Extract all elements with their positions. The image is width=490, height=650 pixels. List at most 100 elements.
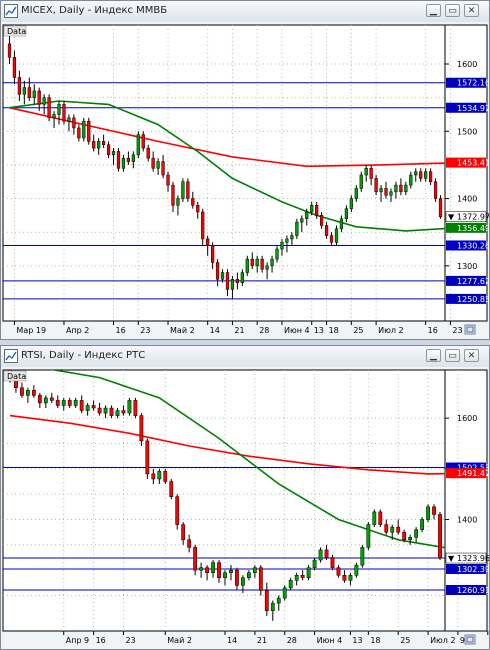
- candle-body: [199, 567, 204, 571]
- x-tick-label: 13: [314, 326, 324, 335]
- candle-body: [419, 171, 423, 179]
- candle-body: [47, 97, 51, 119]
- candle: [270, 600, 275, 621]
- minimize-button[interactable]: ▁: [426, 4, 441, 17]
- candle-body: [20, 387, 24, 396]
- candle: [414, 527, 419, 543]
- candle: [67, 397, 72, 409]
- level-label-bg: [446, 240, 486, 251]
- candle: [315, 201, 319, 219]
- candle: [20, 382, 24, 398]
- candle-body: [250, 258, 254, 267]
- chart-settings-icon: [466, 326, 474, 333]
- candle-body: [77, 127, 81, 139]
- candle: [354, 185, 358, 202]
- candle-body: [87, 120, 91, 142]
- candle: [344, 205, 348, 223]
- data-tab[interactable]: [3, 370, 27, 382]
- candle-body: [246, 572, 251, 579]
- candle-body: [156, 161, 160, 169]
- restore-button[interactable]: ▭: [445, 349, 460, 362]
- candle-body: [82, 120, 86, 139]
- candle: [320, 212, 324, 229]
- candle-body: [211, 562, 215, 573]
- candle-body: [37, 395, 42, 404]
- candle-body: [109, 407, 114, 416]
- candle-body: [166, 174, 170, 186]
- candle: [85, 402, 90, 416]
- candle: [62, 101, 66, 125]
- candle: [396, 519, 401, 535]
- micex-candlestick-chart[interactable]: 1600 1500 1400 1300 Мар 19 Апр 2 16 23 Май 2 14 21…: [1, 22, 489, 339]
- candle-body: [91, 405, 96, 409]
- x-tick-label: 16: [96, 636, 106, 645]
- candle-body: [92, 141, 96, 149]
- candle: [426, 504, 430, 523]
- candle-body: [433, 181, 438, 199]
- restore-button[interactable]: ▭: [445, 4, 460, 17]
- candle: [205, 565, 209, 581]
- candle: [217, 560, 221, 583]
- candle-body: [404, 184, 408, 193]
- candle: [379, 185, 383, 202]
- x-tick-label: Июн 4: [284, 326, 310, 335]
- candle: [399, 178, 403, 196]
- candle: [255, 255, 259, 273]
- candle-body: [426, 506, 430, 520]
- candle-body: [305, 211, 309, 219]
- candle: [57, 101, 61, 125]
- minimize-button[interactable]: ▁: [426, 349, 441, 362]
- window-titlebar[interactable]: MICEX, Daily - Индекс ММВБ ▁ ▭ ✕: [1, 1, 489, 23]
- x-tick-label: 18: [329, 326, 339, 335]
- candle: [369, 164, 373, 186]
- candle: [87, 117, 91, 145]
- candle-body: [315, 205, 319, 216]
- candle: [275, 245, 279, 263]
- candle: [324, 544, 329, 561]
- candle: [116, 148, 121, 172]
- candle-body: [62, 104, 66, 122]
- y-tick-label: 1600: [457, 414, 477, 423]
- ma-label: 1453.41: [457, 159, 489, 168]
- last-price-label-bg: [445, 211, 487, 222]
- candle: [72, 114, 76, 135]
- candle: [359, 171, 363, 192]
- candle-body: [141, 134, 145, 149]
- candle: [121, 405, 126, 416]
- candle-body: [394, 184, 398, 193]
- candle-body: [360, 547, 365, 566]
- candle-body: [12, 57, 17, 78]
- x-tick-label: 23: [140, 326, 150, 335]
- candle: [187, 534, 192, 553]
- candle-body: [133, 400, 138, 416]
- level-label: 1260.91: [457, 586, 489, 595]
- candle-body: [275, 248, 279, 260]
- close-button[interactable]: ✕: [464, 349, 479, 362]
- candle-body: [7, 43, 12, 58]
- candle: [420, 516, 424, 533]
- candle: [241, 575, 245, 593]
- candle: [366, 522, 371, 550]
- data-tab[interactable]: [3, 25, 27, 37]
- chart-settings-button[interactable]: [464, 634, 476, 645]
- candle-body: [429, 171, 433, 182]
- candle-body: [163, 471, 168, 482]
- data-tab-label: Data: [7, 372, 26, 381]
- candle: [169, 478, 174, 500]
- chart-settings-button[interactable]: [464, 324, 476, 335]
- candle: [276, 595, 281, 611]
- candle-body: [211, 245, 215, 263]
- candle: [166, 171, 170, 192]
- candle-body: [270, 602, 275, 611]
- candle-body: [73, 400, 78, 406]
- close-button[interactable]: ✕: [464, 4, 479, 17]
- window-titlebar[interactable]: RTSI, Daily - Индекс РТС ▁ ▭ ✕: [1, 346, 489, 368]
- candle: [126, 151, 130, 165]
- candle-body: [324, 549, 329, 558]
- candle-body: [220, 272, 225, 280]
- x-tick-label: 23: [125, 636, 135, 645]
- level-label-bg: [446, 102, 486, 113]
- last-price-label: 1372.97: [457, 213, 489, 222]
- x-tick-label: 28: [287, 636, 297, 645]
